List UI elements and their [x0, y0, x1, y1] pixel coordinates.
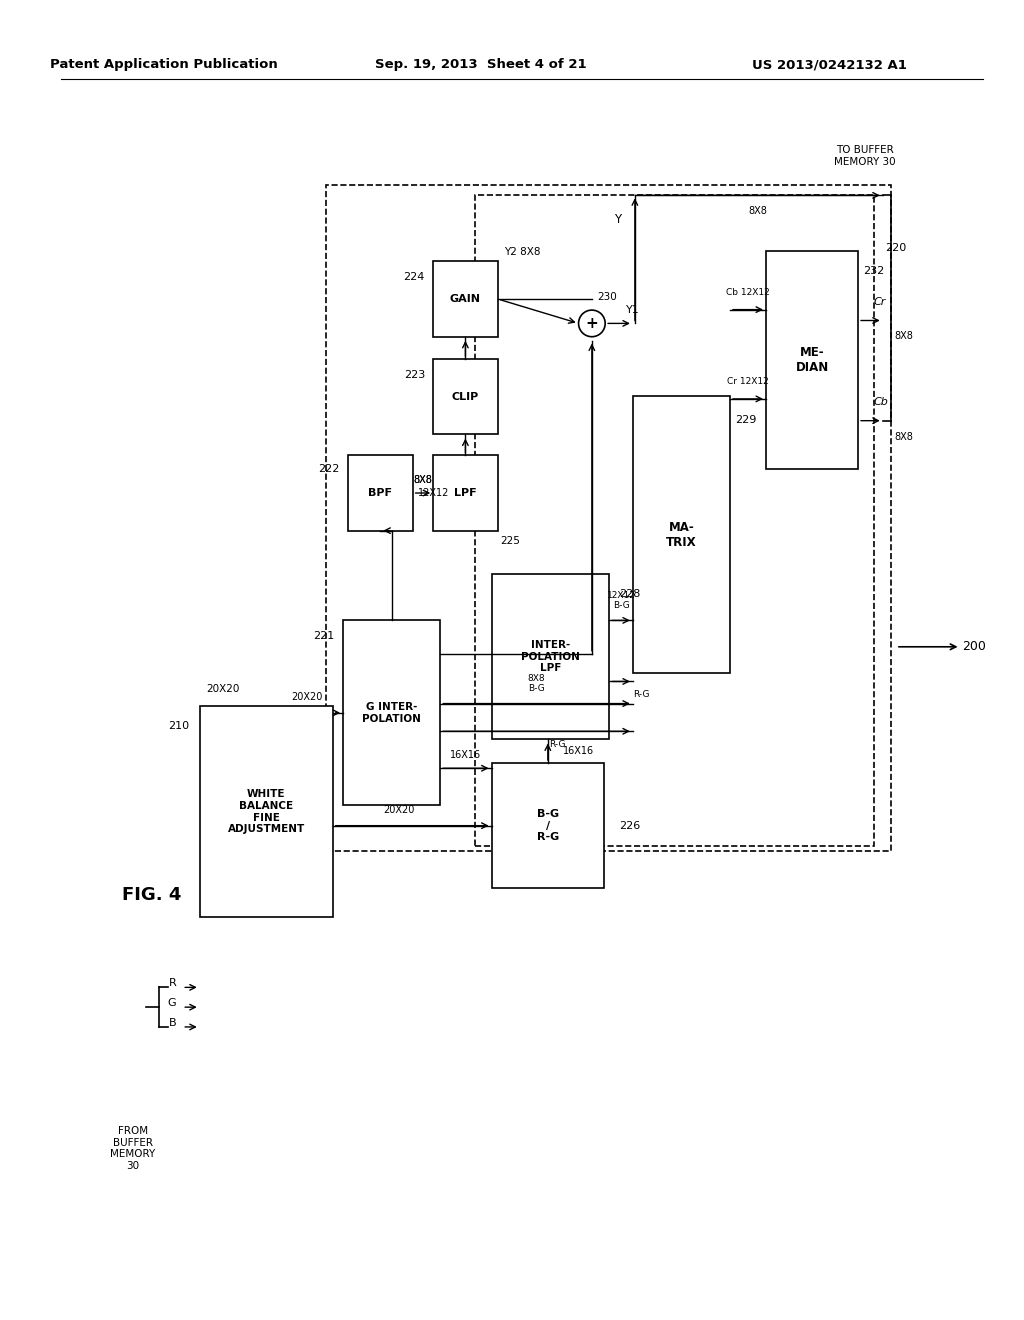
Text: Y1: Y1 — [626, 305, 640, 315]
Text: 200: 200 — [963, 640, 986, 653]
Text: Cb 12X12: Cb 12X12 — [726, 288, 770, 297]
Bar — [433, 359, 498, 434]
Text: +: + — [586, 315, 598, 331]
Text: B-G
/
R-G: B-G / R-G — [537, 809, 559, 842]
Text: LPF: LPF — [454, 488, 477, 498]
Text: 8X8: 8X8 — [895, 432, 913, 441]
Text: 12X12: 12X12 — [418, 488, 450, 498]
Text: 8X8
B-G: 8X8 B-G — [527, 675, 546, 693]
Text: Patent Application Publication: Patent Application Publication — [50, 58, 278, 71]
Bar — [492, 574, 609, 739]
Text: Y2 8X8: Y2 8X8 — [504, 247, 541, 257]
Text: 16X16: 16X16 — [451, 750, 481, 760]
Text: 8X8: 8X8 — [414, 475, 432, 484]
Bar — [433, 455, 498, 531]
Bar — [475, 195, 874, 846]
Text: Cr 12X12: Cr 12X12 — [727, 378, 769, 387]
Text: 229: 229 — [735, 414, 757, 425]
Text: R-G: R-G — [549, 741, 565, 748]
Bar — [200, 706, 333, 917]
Text: 210: 210 — [168, 721, 189, 731]
Text: Sep. 19, 2013  Sheet 4 of 21: Sep. 19, 2013 Sheet 4 of 21 — [376, 58, 587, 71]
Circle shape — [579, 310, 605, 337]
Text: WHITE
BALANCE
FINE
ADJUSTMENT: WHITE BALANCE FINE ADJUSTMENT — [227, 789, 305, 834]
Text: GAIN: GAIN — [450, 294, 481, 304]
Text: 8X8: 8X8 — [895, 331, 913, 342]
Text: INTER-
POLATION
LPF: INTER- POLATION LPF — [521, 640, 580, 673]
Text: US 2013/0242132 A1: US 2013/0242132 A1 — [752, 58, 907, 71]
Bar — [492, 763, 604, 888]
Text: 16X16: 16X16 — [563, 746, 594, 756]
Text: 8X8: 8X8 — [414, 475, 432, 484]
Text: BPF: BPF — [369, 488, 392, 498]
Text: 223: 223 — [403, 370, 425, 380]
Text: Cb: Cb — [873, 397, 889, 407]
Text: 224: 224 — [403, 272, 425, 282]
Text: 220: 220 — [885, 243, 906, 253]
Text: 228: 228 — [620, 589, 641, 599]
Text: FIG. 4: FIG. 4 — [122, 886, 181, 904]
Text: 222: 222 — [318, 463, 340, 474]
Text: CLIP: CLIP — [452, 392, 479, 401]
Text: 225: 225 — [501, 536, 520, 546]
Text: R-G: R-G — [633, 690, 650, 700]
Text: R: R — [168, 978, 176, 989]
Text: 20X20: 20X20 — [384, 805, 415, 814]
Text: 20X20: 20X20 — [207, 684, 240, 694]
Text: TO BUFFER
MEMORY 30: TO BUFFER MEMORY 30 — [835, 145, 896, 166]
Text: Y: Y — [614, 213, 622, 226]
Text: G: G — [168, 998, 176, 1008]
Bar — [343, 620, 440, 805]
Text: 8X8: 8X8 — [749, 206, 767, 216]
Text: ME-
DIAN: ME- DIAN — [796, 346, 828, 374]
Bar — [348, 455, 413, 531]
Text: 12X12
B-G: 12X12 B-G — [606, 591, 636, 610]
Text: Cr: Cr — [873, 297, 886, 308]
Text: 230: 230 — [597, 292, 616, 302]
Text: G INTER-
POLATION: G INTER- POLATION — [362, 702, 421, 723]
Text: 232: 232 — [863, 265, 885, 276]
Text: 226: 226 — [620, 821, 641, 830]
Text: 20X20: 20X20 — [292, 692, 323, 702]
Text: 221: 221 — [313, 631, 335, 642]
Text: MA-
TRIX: MA- TRIX — [667, 520, 696, 549]
Text: FROM
BUFFER
MEMORY
30: FROM BUFFER MEMORY 30 — [111, 1126, 156, 1171]
Bar — [633, 396, 730, 673]
Bar — [433, 261, 498, 337]
Text: B: B — [169, 1018, 176, 1028]
Bar — [326, 185, 891, 851]
Bar — [766, 251, 858, 469]
